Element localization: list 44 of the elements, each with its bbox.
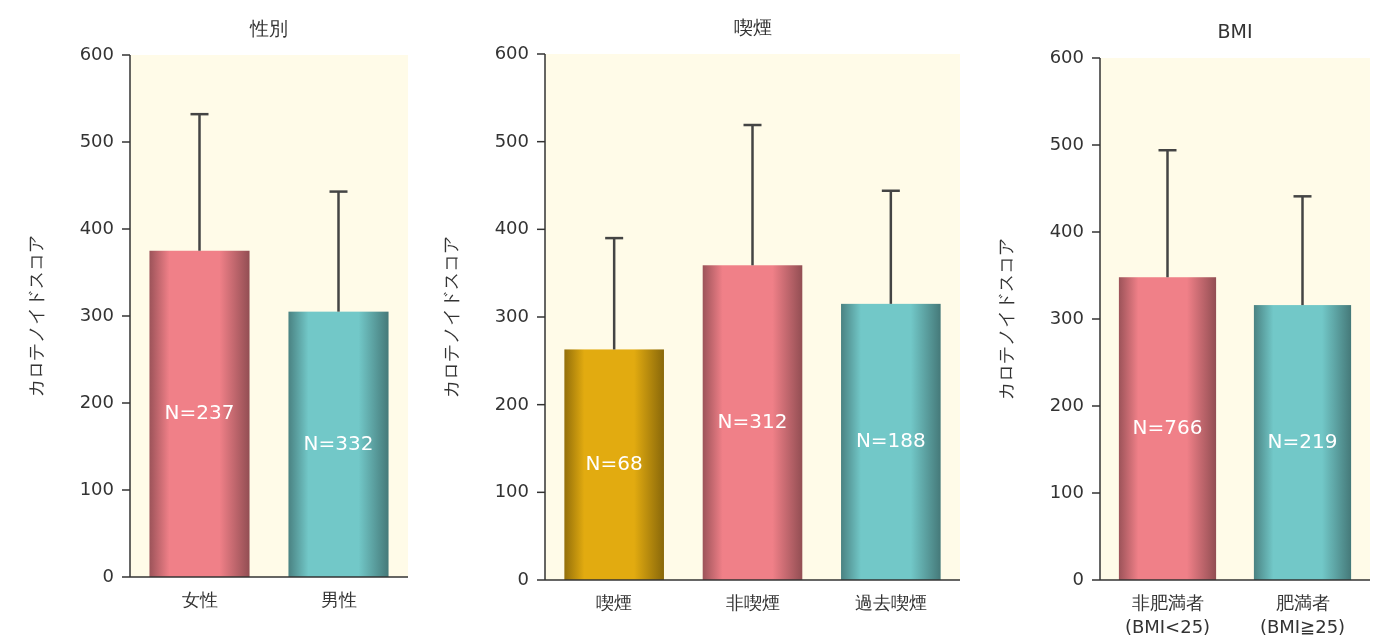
y-tick-label: 500	[79, 130, 114, 151]
chart-title: 性別	[249, 17, 288, 39]
x-tick-label: 肥満者 (BMI≧25)	[1259, 592, 1346, 637]
y-tick-label: 100	[79, 478, 114, 499]
y-tick-label: 600	[79, 43, 114, 64]
x-tick-label: 非肥満者 (BMI<25)	[1124, 592, 1211, 637]
y-axis-title: カロテノイドスコア	[995, 238, 1016, 400]
x-tick-label: 非喫煙	[725, 592, 780, 613]
annotation: N=68	[585, 451, 643, 476]
bar	[702, 265, 803, 580]
y-tick-label: 100	[1049, 481, 1084, 502]
bar	[564, 349, 664, 580]
y-tick-label: 300	[1049, 307, 1084, 328]
y-tick-label: 0	[517, 568, 529, 589]
bar	[841, 303, 941, 580]
y-tick-label: 400	[1049, 220, 1084, 241]
y-tick-label: 400	[79, 217, 114, 238]
annotation: N=188	[855, 428, 926, 453]
y-tick-label: 300	[79, 304, 114, 325]
annotation: N=332	[303, 430, 374, 455]
x-tick-label: 過去喫煙	[854, 592, 927, 613]
annotation: N=312	[717, 409, 788, 434]
annotation: N=766	[1132, 415, 1203, 440]
y-tick-label: 600	[494, 42, 529, 63]
annotation: N=237	[164, 400, 235, 425]
y-tick-label: 0	[102, 565, 114, 586]
y-tick-label: 500	[494, 129, 529, 151]
y-axis-title: カロテノイドスコア	[440, 236, 461, 398]
y-tick-label: 300	[494, 305, 529, 326]
y-tick-label: 200	[79, 391, 114, 412]
y-tick-label: 100	[494, 480, 529, 502]
x-tick-label: 女性	[181, 589, 218, 610]
x-tick-label: 男性	[320, 589, 357, 610]
y-tick-label: 200	[1049, 394, 1084, 415]
y-tick-label: 500	[1049, 133, 1084, 154]
y-tick-label: 600	[1049, 46, 1084, 67]
annotation: N=219	[1267, 429, 1338, 454]
chart-title: 喫煙	[733, 16, 772, 38]
y-axis-title: カロテノイドスコア	[25, 235, 46, 397]
x-tick-label: 喫煙	[596, 592, 633, 613]
y-tick-label: 0	[1072, 568, 1084, 589]
y-tick-label: 400	[494, 217, 529, 239]
y-tick-label: 200	[494, 392, 529, 414]
chart-title: BMI	[1217, 20, 1253, 42]
